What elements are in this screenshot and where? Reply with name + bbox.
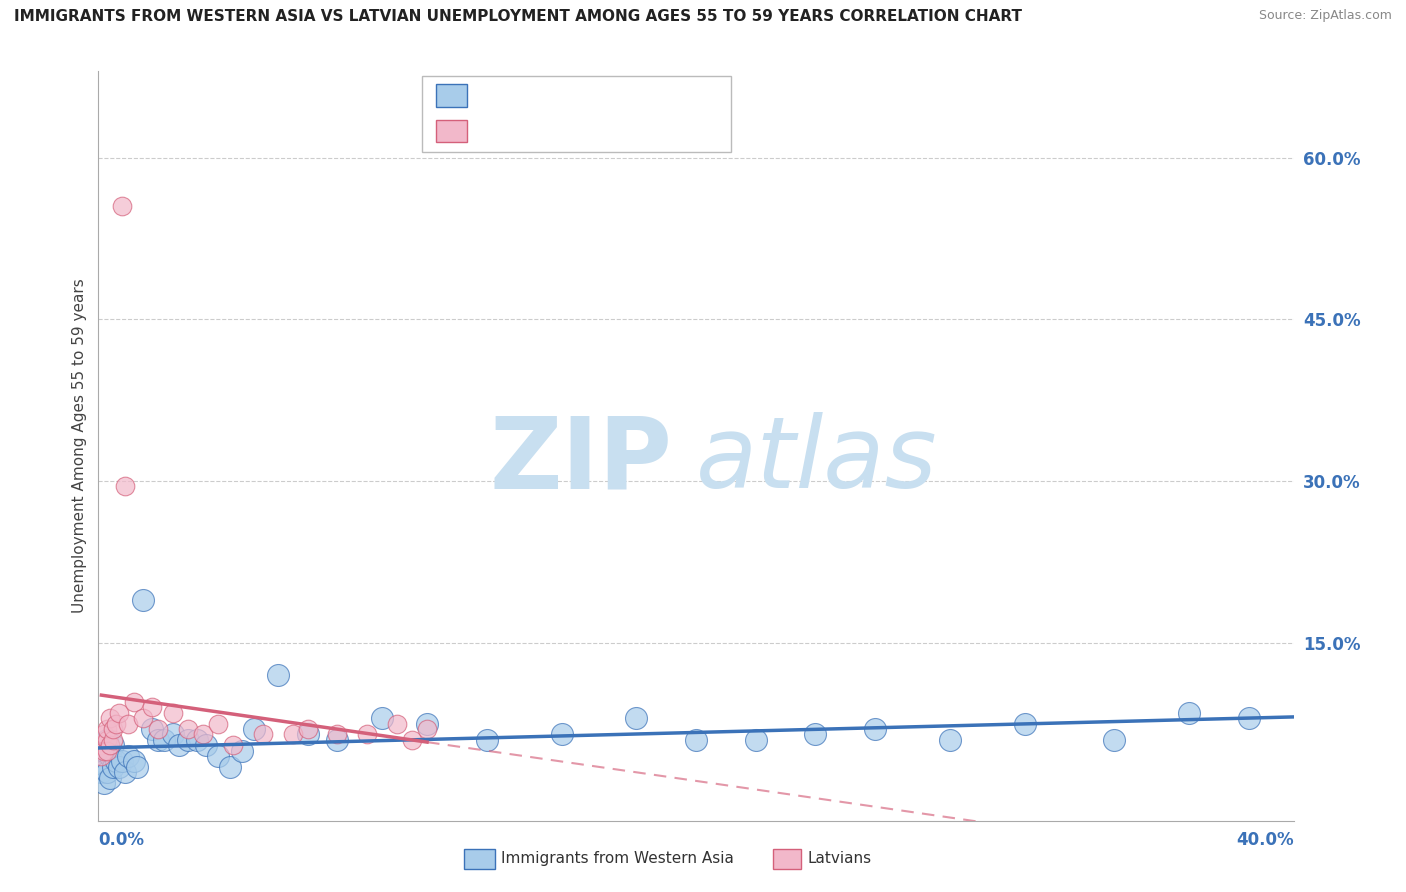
- Point: [745, 732, 768, 747]
- Point: [103, 760, 125, 774]
- Text: N =: N =: [568, 87, 620, 104]
- Point: [148, 732, 170, 747]
- Point: [105, 755, 128, 769]
- Point: [96, 732, 118, 747]
- Point: [626, 711, 648, 725]
- Point: [132, 592, 155, 607]
- Point: [371, 711, 394, 725]
- Point: [98, 771, 122, 785]
- Point: [96, 732, 118, 747]
- Point: [153, 732, 176, 747]
- Point: [93, 743, 115, 757]
- Point: [231, 743, 253, 757]
- Text: R =: R =: [478, 87, 517, 104]
- Text: IMMIGRANTS FROM WESTERN ASIA VS LATVIAN UNEMPLOYMENT AMONG AGES 55 TO 59 YEARS C: IMMIGRANTS FROM WESTERN ASIA VS LATVIAN …: [14, 9, 1022, 24]
- Text: 33: 33: [619, 122, 644, 140]
- Point: [108, 760, 131, 774]
- Point: [1014, 716, 1036, 731]
- Point: [96, 722, 118, 736]
- Point: [141, 700, 163, 714]
- Text: Immigrants from Western Asia: Immigrants from Western Asia: [501, 851, 734, 865]
- Point: [93, 743, 115, 757]
- Text: 0.123: 0.123: [517, 122, 574, 140]
- Text: Source: ZipAtlas.com: Source: ZipAtlas.com: [1258, 9, 1392, 22]
- Text: Latvians: Latvians: [807, 851, 872, 865]
- Point: [222, 738, 245, 752]
- Text: 52: 52: [619, 87, 644, 104]
- Point: [124, 755, 146, 769]
- Text: R =: R =: [478, 122, 523, 140]
- Text: 0.0%: 0.0%: [98, 831, 145, 849]
- Point: [1237, 711, 1260, 725]
- Point: [281, 727, 304, 741]
- Point: [93, 727, 115, 741]
- Point: [93, 776, 115, 790]
- Point: [96, 743, 118, 757]
- Point: [267, 668, 290, 682]
- Point: [186, 732, 208, 747]
- Point: [111, 755, 134, 769]
- Text: ZIP: ZIP: [489, 412, 672, 509]
- Point: [865, 722, 887, 736]
- Point: [385, 716, 409, 731]
- Point: [98, 711, 122, 725]
- Point: [103, 738, 125, 752]
- Point: [475, 732, 498, 747]
- Point: [401, 732, 423, 747]
- Point: [162, 727, 184, 741]
- Point: [326, 732, 349, 747]
- Point: [162, 706, 184, 720]
- Point: [117, 748, 139, 763]
- Point: [90, 765, 112, 780]
- Point: [550, 727, 572, 741]
- Point: [252, 727, 274, 741]
- Point: [90, 755, 112, 769]
- Point: [127, 760, 149, 774]
- Point: [297, 722, 319, 736]
- Point: [939, 732, 962, 747]
- Point: [90, 748, 112, 763]
- Point: [132, 711, 155, 725]
- Point: [1178, 706, 1201, 720]
- Point: [416, 716, 439, 731]
- Text: atlas: atlas: [696, 412, 938, 509]
- Text: 40.0%: 40.0%: [1236, 831, 1294, 849]
- Text: N =: N =: [568, 122, 620, 140]
- Point: [297, 727, 319, 741]
- Point: [195, 738, 218, 752]
- Point: [177, 732, 200, 747]
- Point: [219, 760, 242, 774]
- Point: [103, 722, 125, 736]
- Point: [356, 727, 378, 741]
- Point: [804, 727, 827, 741]
- Point: [191, 727, 214, 741]
- Point: [177, 722, 200, 736]
- Point: [98, 738, 122, 752]
- Point: [114, 479, 136, 493]
- Point: [243, 722, 266, 736]
- Point: [114, 765, 136, 780]
- Point: [117, 716, 139, 731]
- Point: [98, 748, 122, 763]
- Point: [326, 727, 349, 741]
- Point: [108, 706, 131, 720]
- Point: [105, 716, 128, 731]
- Point: [1104, 732, 1126, 747]
- Point: [90, 738, 112, 752]
- Text: 0.220: 0.220: [517, 87, 574, 104]
- Point: [103, 732, 125, 747]
- Point: [685, 732, 707, 747]
- Point: [141, 722, 163, 736]
- Point: [111, 199, 134, 213]
- Point: [167, 738, 190, 752]
- Point: [148, 722, 170, 736]
- Point: [416, 722, 439, 736]
- Point: [96, 765, 118, 780]
- Y-axis label: Unemployment Among Ages 55 to 59 years: Unemployment Among Ages 55 to 59 years: [72, 278, 87, 614]
- Point: [124, 695, 146, 709]
- Point: [207, 748, 229, 763]
- Point: [207, 716, 229, 731]
